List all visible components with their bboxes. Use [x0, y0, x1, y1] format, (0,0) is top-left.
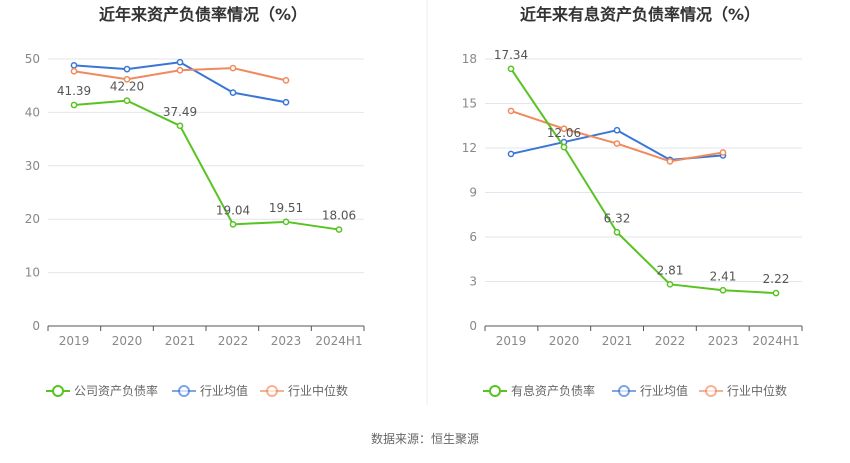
data-point: [282, 98, 290, 106]
chart-2: 近年来有息资产负债率情况（%） 0 3 6 9 12 15 18 2019 2020 2021 202…: [462, 5, 803, 398]
x-tick-label: 2021: [165, 334, 196, 348]
data-point: [666, 280, 674, 288]
data-point: [282, 218, 290, 226]
data-point: [560, 143, 568, 151]
y-tick-label: 30: [25, 159, 40, 173]
legend-item: 行业中位数: [699, 383, 787, 398]
legend-item: 公司资产负债率: [46, 383, 158, 398]
data-point: [123, 97, 131, 105]
data-label: 41.39: [57, 84, 91, 98]
y-tick-label: 3: [469, 275, 477, 289]
data-point: [123, 75, 131, 83]
data-label: 19.51: [269, 201, 303, 215]
legend-label: 行业中位数: [288, 383, 348, 398]
series-line-company: [73, 99, 340, 231]
data-point: [176, 66, 184, 74]
data-point: [176, 122, 184, 130]
data-point: [507, 65, 515, 73]
data-point: [70, 67, 78, 75]
data-point: [507, 150, 515, 158]
data-label: 2.81: [657, 263, 684, 277]
y-tick-label: 10: [25, 266, 40, 280]
y-tick-label: 0: [469, 319, 477, 333]
data-point: [229, 64, 237, 72]
series-line-company: [510, 68, 777, 295]
data-point: [719, 149, 727, 156]
data-point: [613, 228, 621, 236]
data-label: 18.06: [322, 209, 356, 223]
data-point: [282, 77, 290, 84]
x-tick-label: 2020: [549, 334, 580, 348]
x-tick-label: 2020: [112, 334, 143, 348]
data-point: [613, 140, 621, 147]
legend-marker: [266, 385, 278, 397]
data-point: [70, 62, 78, 69]
data-point: [772, 289, 780, 297]
legend-item: 行业均值: [172, 383, 248, 398]
data-point: [613, 126, 621, 134]
legend-marker: [705, 385, 717, 397]
data-point: [507, 107, 515, 115]
y-tick-label: 20: [25, 212, 40, 226]
data-point: [560, 125, 568, 133]
data-label: 17.34: [494, 48, 528, 62]
y-tick-label: 12: [462, 141, 477, 155]
data-point: [229, 220, 237, 228]
data-point: [666, 158, 674, 165]
data-point: [70, 101, 78, 109]
data-label: 2.41: [710, 269, 737, 283]
data-point: [335, 226, 343, 233]
x-tick-label: 2023: [708, 334, 739, 348]
x-tick-label: 2022: [218, 334, 249, 348]
y-tick-label: 40: [25, 105, 40, 119]
data-label: 12.06: [547, 126, 581, 140]
data-label: 42.20: [110, 80, 144, 94]
legend-marker: [52, 385, 64, 397]
y-tick-label: 50: [25, 52, 40, 66]
legend-marker: [618, 385, 630, 397]
x-tick-label: 2019: [496, 334, 527, 348]
chart-title: 近年来有息资产负债率情况（%）: [520, 5, 760, 24]
data-point: [176, 58, 184, 66]
data-point: [229, 89, 237, 96]
series-line-industry-median: [510, 109, 724, 163]
y-tick-label: 9: [469, 186, 477, 200]
y-tick-label: 0: [32, 319, 40, 333]
legend-label: 公司资产负债率: [74, 383, 158, 398]
x-tick-label: 2024H1: [752, 334, 799, 348]
x-tick-label: 2019: [59, 334, 90, 348]
data-label: 37.49: [163, 105, 197, 119]
data-point: [123, 65, 131, 73]
legend-marker: [178, 385, 190, 397]
legend-item: 行业中位数: [260, 383, 348, 398]
legend-item: 有息资产负债率: [483, 383, 595, 398]
x-tick-label: 2023: [271, 334, 302, 348]
data-label: 2.22: [763, 272, 790, 286]
data-label: 19.04: [216, 203, 250, 217]
y-tick-label: 6: [469, 230, 477, 244]
data-label: 6.32: [604, 211, 631, 225]
source-note: 数据来源：恒生聚源: [371, 431, 479, 446]
x-tick-label: 2021: [602, 334, 633, 348]
legend-marker: [489, 385, 501, 397]
data-point: [719, 286, 727, 294]
legend-label: 有息资产负债率: [511, 383, 595, 398]
chart-title: 近年来资产负债率情况（%）: [99, 5, 307, 24]
y-tick-label: 18: [462, 52, 477, 66]
chart-1: 近年来资产负债率情况（%） 0 10 20 30 40 50 2019 2020 2021 2022…: [25, 5, 365, 398]
legend-label: 行业中位数: [727, 383, 787, 398]
legend-label: 行业均值: [200, 383, 248, 398]
x-tick-label: 2024H1: [315, 334, 362, 348]
legend-item: 行业均值: [612, 383, 688, 398]
x-tick-label: 2022: [655, 334, 686, 348]
legend-label: 行业均值: [640, 383, 688, 398]
y-tick-label: 15: [462, 97, 477, 111]
